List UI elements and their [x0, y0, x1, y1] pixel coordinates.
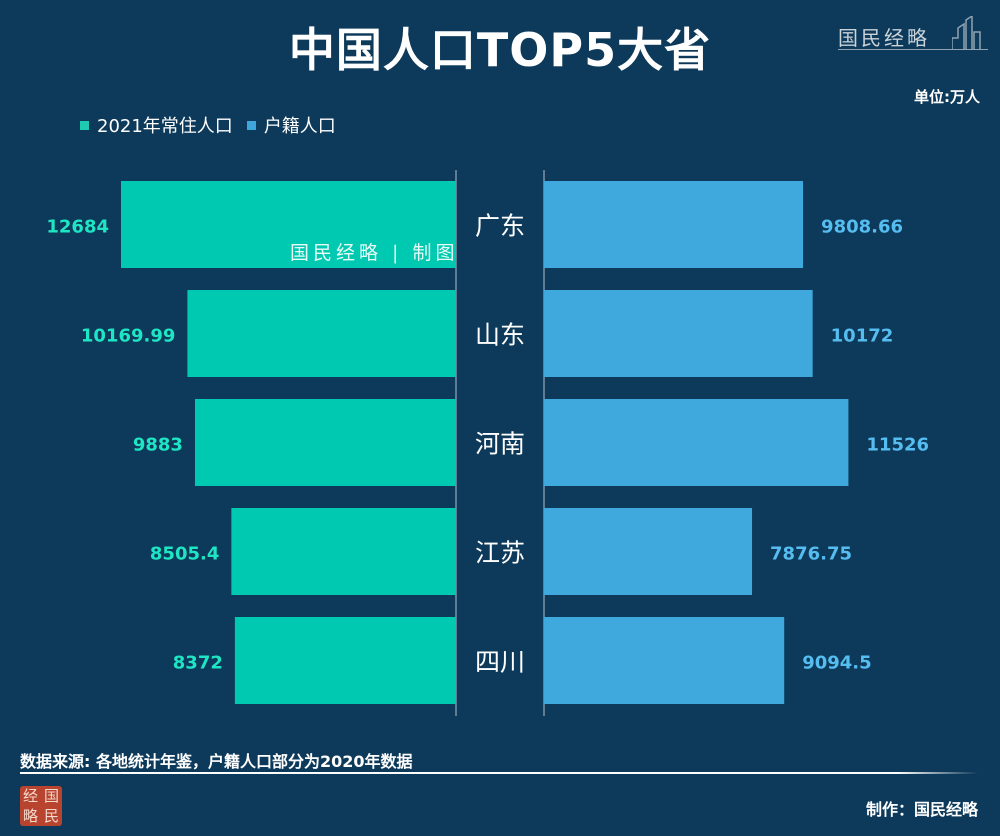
seal-logo: 经 国 略 民: [20, 786, 62, 826]
bar-resident: [121, 181, 456, 268]
maker-credit: 制作：国民经略: [865, 800, 978, 819]
seal-char: 经: [22, 787, 38, 805]
buildings-icon: [952, 16, 981, 49]
bar-watermark: 国民经略 | 制图: [290, 242, 459, 264]
legend: 2021年常住人口 户籍人口: [80, 112, 350, 138]
legend-label-registered: 户籍人口: [263, 116, 336, 137]
data-label-resident: 9883: [133, 435, 183, 456]
bar-registered: [544, 290, 813, 377]
data-label-resident: 8505.4: [150, 544, 219, 565]
seal-char: 国: [43, 787, 59, 805]
data-label-registered: 7876.75: [770, 544, 852, 565]
data-label-registered: 11526: [866, 435, 929, 456]
seal-char: 略: [22, 807, 38, 825]
bar-registered: [544, 399, 849, 486]
legend-item-registered: 户籍人口: [246, 112, 336, 138]
bar-resident: [234, 617, 456, 704]
brand-underline: [838, 49, 988, 50]
bar-registered: [544, 508, 753, 595]
category-label: 江苏: [475, 539, 525, 568]
brand-name: 国民经略: [838, 26, 930, 50]
seal-char: 民: [43, 807, 59, 825]
category-label: 山东: [475, 321, 525, 350]
legend-item-resident: 2021年常住人口: [80, 112, 233, 138]
legend-swatch-resident: [80, 120, 89, 130]
source-divider: [20, 772, 898, 774]
legend-label-resident: 2021年常住人口: [97, 116, 233, 137]
bar-resident: [231, 508, 456, 595]
bar-resident: [194, 399, 456, 486]
page-title: 中国人口TOP5大省: [288, 23, 712, 77]
category-label: 广东: [475, 212, 525, 241]
data-label-registered: 9808.66: [821, 217, 903, 238]
source-divider-fade: [898, 772, 978, 774]
brand-logo: 国民经略: [838, 16, 988, 50]
data-label-registered: 10172: [831, 326, 894, 347]
bar-registered: [544, 181, 804, 268]
unit-label: 单位:万人: [914, 88, 980, 106]
legend-swatch-registered: [246, 120, 256, 130]
data-label-resident: 8372: [173, 653, 223, 674]
data-label-registered: 9094.5: [802, 653, 871, 674]
data-label-resident: 10169.99: [81, 326, 176, 347]
data-label-resident: 12684: [46, 217, 109, 238]
bar-registered: [544, 617, 785, 704]
category-label: 四川: [475, 648, 525, 677]
category-label: 河南: [475, 430, 525, 459]
bar-resident: [187, 290, 457, 377]
data-source-note: 数据来源: 各地统计年鉴，户籍人口部分为2020年数据: [20, 752, 413, 771]
